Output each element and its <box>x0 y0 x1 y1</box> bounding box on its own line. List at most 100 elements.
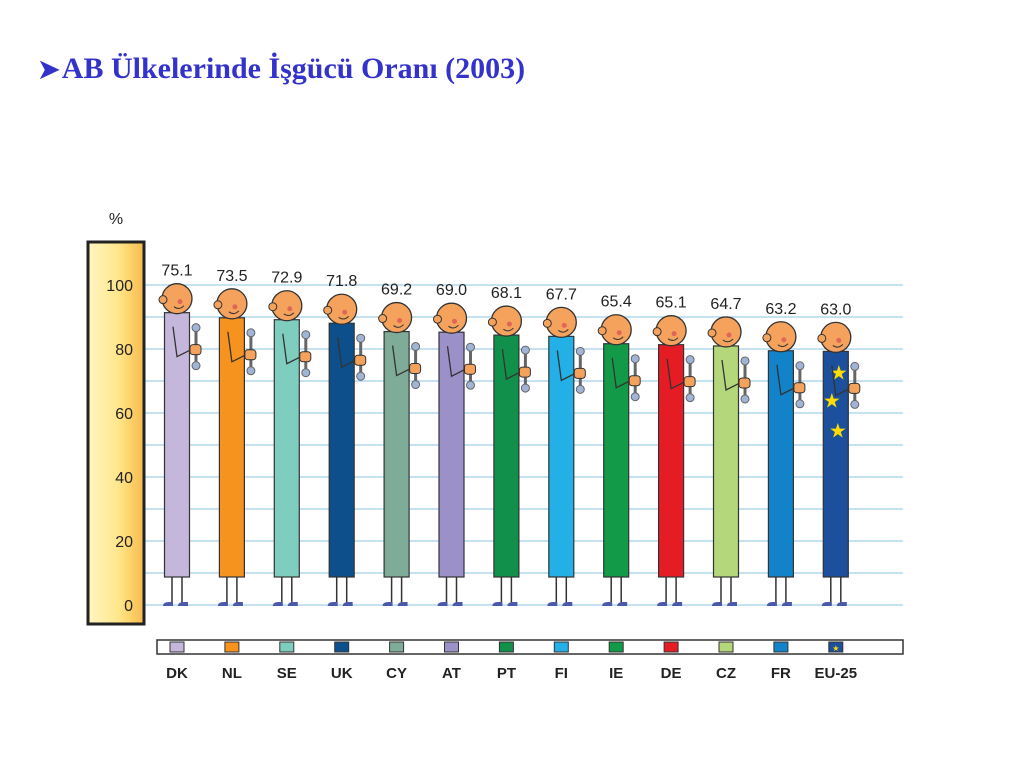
ear <box>213 300 223 310</box>
foot <box>382 602 393 606</box>
legend-swatch <box>663 641 679 653</box>
cheek <box>342 309 348 315</box>
data-label: 72.9 <box>271 270 302 287</box>
bar-figure: 65.4 IE <box>597 294 641 682</box>
data-label: 64.7 <box>710 296 741 313</box>
hand <box>189 344 202 356</box>
category-label: PT <box>497 665 516 682</box>
y-axis: % 0 20 40 60 80 100 <box>86 211 146 626</box>
bar-figure: ★ ★ ★ 63.0 ★ EU-25 <box>815 301 861 682</box>
legend-swatch <box>773 641 789 653</box>
bar <box>767 350 795 578</box>
mouth <box>228 310 240 315</box>
bars: 75.1 DK 73.5 NL 72.9 SE 71.8 UK 69.2 CY 69.0 AT 68.1… <box>158 263 861 682</box>
bar-figure: 67.7 FI <box>542 286 586 682</box>
y-tick-label: 40 <box>115 470 133 487</box>
bar <box>438 331 465 578</box>
arm <box>337 337 358 369</box>
wrench-head <box>795 399 805 409</box>
legend-box <box>156 639 904 655</box>
bar <box>548 335 575 578</box>
category-label: AT <box>442 665 461 682</box>
wrench-head <box>411 342 421 352</box>
arm <box>282 333 304 365</box>
wrench-head <box>246 328 256 338</box>
foot <box>492 602 503 606</box>
arm <box>391 345 413 377</box>
mouth <box>173 305 185 309</box>
bar <box>218 317 245 578</box>
bar <box>657 344 685 578</box>
cheek <box>287 306 293 312</box>
foot <box>287 602 298 606</box>
wrench-head <box>850 399 860 409</box>
y-tick-label: 0 <box>124 598 133 615</box>
bar-figure: 68.1 PT <box>487 285 531 682</box>
bar-figure: 75.1 DK <box>158 263 202 682</box>
cheek <box>177 299 183 305</box>
bar <box>822 350 849 578</box>
bar <box>712 345 740 578</box>
star-icon: ★ <box>830 362 848 384</box>
y-tick-label: 80 <box>115 342 133 359</box>
legend-strip <box>156 639 904 655</box>
mouth <box>722 338 734 343</box>
bar <box>493 334 520 578</box>
data-label: 67.7 <box>546 286 577 303</box>
hand <box>793 382 806 394</box>
y-axis-unit-label: % <box>109 211 123 228</box>
wrench-head <box>301 368 311 378</box>
hand <box>628 375 641 387</box>
foot <box>836 602 847 606</box>
ear <box>487 317 497 327</box>
data-label: 63.2 <box>765 301 796 318</box>
arm <box>776 364 798 396</box>
mouth <box>338 315 350 320</box>
hand <box>738 377 751 389</box>
foot <box>217 602 228 606</box>
wrench-head <box>575 384 585 394</box>
y-tick-label: 100 <box>106 278 133 295</box>
mouth <box>393 324 404 328</box>
hand <box>409 363 422 375</box>
y-axis-band <box>86 240 146 626</box>
foot <box>727 602 737 606</box>
arm <box>446 346 468 378</box>
mouth <box>612 336 624 340</box>
ear <box>652 327 662 337</box>
mouth <box>832 344 844 348</box>
ear <box>542 318 552 328</box>
wrench-head <box>191 361 201 371</box>
foot <box>781 602 792 606</box>
bar-figure: 71.8 UK <box>323 273 367 682</box>
slide-title-text: AB Ülkelerinde İşgücü Oranı (2003) <box>61 52 526 85</box>
star-icon: ★ <box>832 644 839 653</box>
arm <box>666 358 688 390</box>
data-label: 63.0 <box>820 301 851 318</box>
mouth <box>777 343 789 348</box>
y-tick-label: 20 <box>115 534 133 551</box>
foot <box>602 602 613 606</box>
foot <box>272 602 283 606</box>
cheek <box>561 322 567 328</box>
foot <box>342 602 353 606</box>
hand <box>848 382 861 394</box>
bar-figure: 69.2 CY <box>378 282 422 682</box>
wrench-head <box>575 346 585 356</box>
legend-swatch <box>334 641 350 653</box>
bar-figure: 65.1 DE <box>652 295 696 682</box>
cheek <box>726 332 732 338</box>
wrench-head <box>850 361 860 371</box>
wrench-head <box>630 392 640 402</box>
data-label: 69.2 <box>381 282 412 299</box>
ear <box>323 305 333 315</box>
ear <box>817 333 827 343</box>
arrow-bullet-icon: ➤ <box>38 55 60 84</box>
category-label: EU-25 <box>815 665 858 682</box>
category-label: NL <box>222 665 242 682</box>
legend-swatch <box>828 641 844 653</box>
wrench-head <box>356 371 366 381</box>
category-label: FI <box>555 665 568 682</box>
legend-swatch <box>224 641 240 653</box>
hand <box>244 349 257 361</box>
